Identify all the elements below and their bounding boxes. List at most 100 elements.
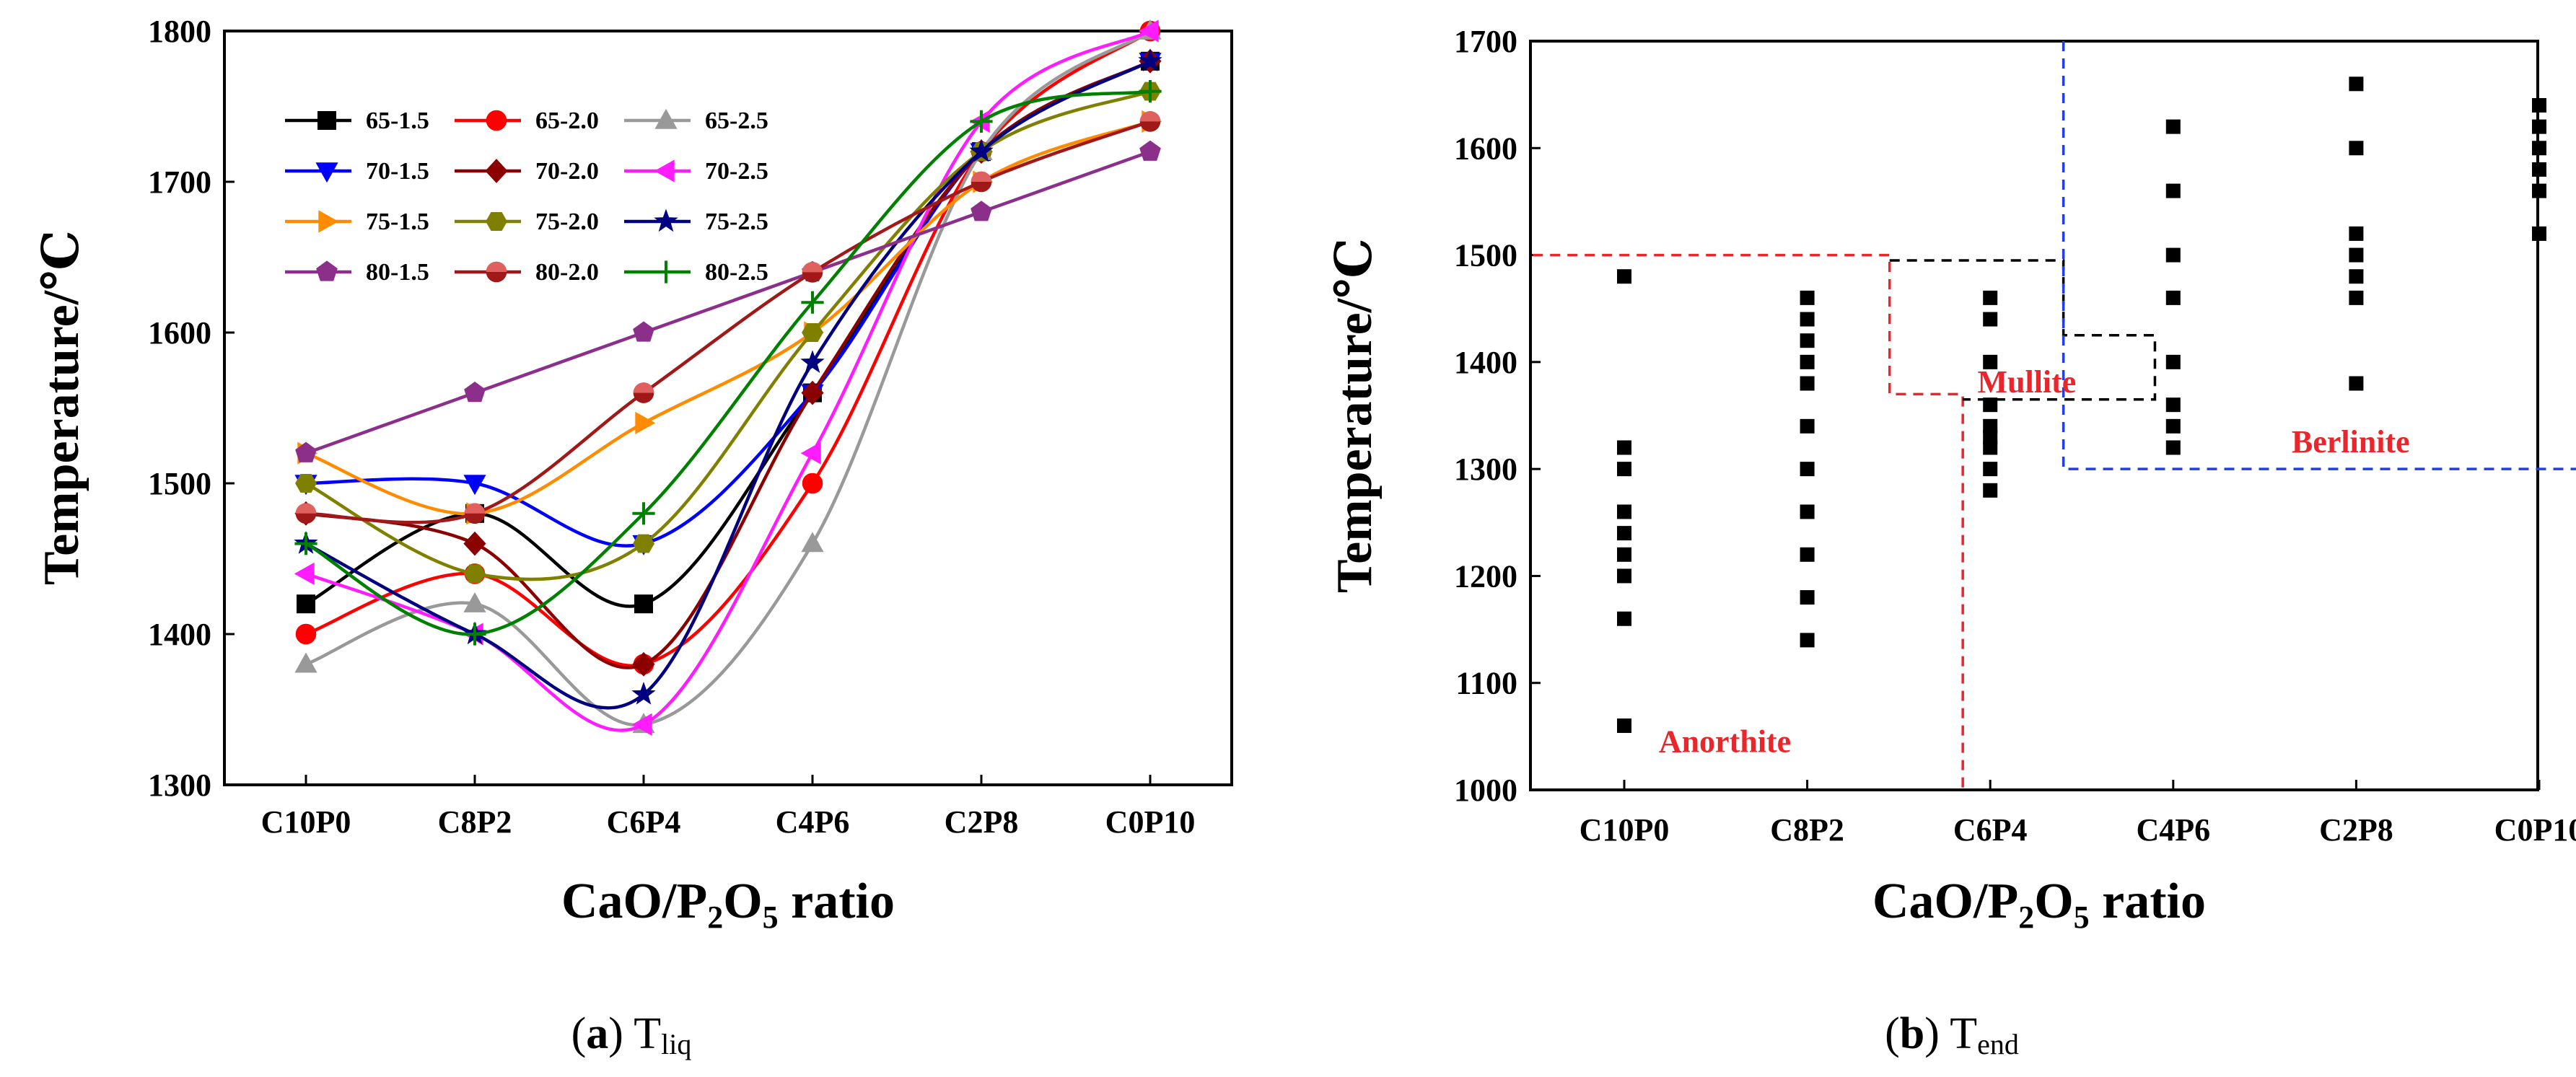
panel-a-y-axis-title: Temperature/℃ — [34, 230, 89, 585]
panel-b-x-axis-title: CaO/P2O5 ratio — [1872, 874, 2206, 935]
legend-label: 65-2.0 — [535, 107, 599, 134]
series-70-2-5-point — [631, 713, 652, 736]
scatter-point — [1983, 418, 1998, 434]
series-65-2-5-point — [294, 652, 317, 673]
series-80-2-0-point — [633, 382, 654, 403]
series-80-1-5-point — [1139, 140, 1161, 161]
series-80-2-5-point — [970, 110, 993, 133]
scatter-point — [2165, 183, 2181, 198]
series-65-2-0-point — [295, 623, 317, 645]
y-tick-label: 1100 — [1455, 666, 1517, 701]
scatter-point — [2349, 290, 2364, 305]
scatter-point — [2349, 269, 2364, 284]
boundary-blue — [2062, 41, 2576, 470]
panel-a-chart: 1300 1400 1500 1600 1700 1800 C10P0 C8P2 C6P4 C4… — [34, 14, 1233, 935]
x-tick-label: C2P8 — [945, 804, 1019, 840]
scatter-point — [1617, 568, 1631, 584]
panel-b-points — [1617, 76, 2546, 734]
axis-title-part: O — [2034, 874, 2073, 929]
legend-item-65-1-5: 65-1.5 — [285, 107, 429, 134]
series-75-2-0-point — [802, 323, 823, 342]
panel-a-series — [294, 19, 1162, 736]
legend-marker — [317, 111, 336, 130]
series-65-1-5-point — [297, 594, 315, 614]
scatter-point — [1617, 718, 1631, 734]
x-tick-label: C4P6 — [776, 804, 850, 840]
scatter-point — [2165, 397, 2181, 413]
caption-paren: ( — [1885, 1009, 1900, 1058]
scatter-point — [1617, 440, 1631, 455]
legend-label: 75-1.5 — [366, 208, 429, 235]
scatter-point — [1617, 269, 1631, 284]
series-75-1-5-point — [635, 411, 656, 434]
legend-item-80-2-0: 80-2.0 — [455, 259, 599, 286]
y-tick-label: 1400 — [1454, 345, 1517, 380]
scatter-point — [1800, 633, 1815, 648]
scatter-point — [1800, 376, 1815, 391]
scatter-point — [1800, 290, 1815, 305]
legend-label: 80-1.5 — [366, 259, 429, 286]
legend-item-65-2-0: 65-2.0 — [455, 107, 599, 134]
caption-main: T — [634, 1009, 661, 1058]
axis-title-part: ratio — [2090, 874, 2206, 929]
series-65-2-5-line — [305, 30, 1152, 727]
series-80-1-5-point — [295, 441, 317, 462]
scatter-point — [2532, 119, 2546, 134]
x-tick-label: C8P2 — [438, 804, 512, 840]
y-tick-label: 1700 — [1454, 24, 1517, 59]
series-80-2-0 — [295, 111, 1161, 524]
series-80-2-5-point — [1139, 80, 1162, 103]
series-70-2-0-point — [801, 380, 824, 405]
series-80-2-5 — [294, 80, 1162, 646]
scatter-point — [1617, 462, 1631, 477]
panel-a-x-ticks: C10P0 C8P2 C6P4 C4P6 C2P8 C0P10 — [261, 775, 1196, 840]
x-tick-label: C0P10 — [1105, 804, 1196, 840]
legend-item-65-2-5: 65-2.5 — [624, 107, 768, 134]
series-65-2-0-point — [802, 472, 823, 494]
legend-marker — [486, 110, 507, 131]
scatter-point — [2165, 247, 2181, 263]
legend-item-80-1-5: 80-1.5 — [285, 259, 429, 286]
legend-label: 65-2.5 — [705, 107, 768, 134]
legend-item-80-2-5: 80-2.5 — [624, 259, 768, 286]
scatter-point — [2165, 354, 2181, 369]
axis-title-part: CaO/P — [1872, 874, 2018, 929]
series-80-2-5-point — [294, 532, 317, 555]
scatter-point — [1983, 483, 1998, 498]
y-tick-label: 1700 — [148, 164, 211, 200]
series-80-1-5 — [295, 140, 1161, 462]
scatter-point — [1983, 462, 1998, 477]
caption-subscript: liq — [661, 1028, 691, 1060]
x-tick-label: C0P10 — [2494, 812, 2576, 848]
series-70-2-0-point — [463, 531, 486, 556]
legend-label: 75-2.0 — [535, 208, 599, 235]
legend-marker — [654, 208, 678, 232]
panel-b-y-axis-title: Temperature/℃ — [1327, 238, 1383, 593]
series-80-1-5-point — [971, 201, 992, 221]
x-tick-label: C8P2 — [1770, 812, 1844, 848]
series-80-1-5-line — [305, 150, 1151, 455]
series-80-2-0-point — [464, 503, 486, 524]
series-75-2-5-point — [1138, 48, 1162, 71]
series-65-1-5-point — [634, 594, 653, 614]
legend-marker — [654, 108, 678, 129]
legend-marker — [486, 212, 507, 231]
scatter-point — [2532, 141, 2546, 156]
scatter-point — [2165, 290, 2181, 305]
scatter-point — [2349, 247, 2364, 263]
scatter-point — [2349, 76, 2364, 92]
caption-main: T — [1950, 1009, 1977, 1058]
series-80-2-0-point — [1139, 111, 1161, 132]
legend-marker — [654, 260, 678, 283]
boundary-red — [1533, 253, 1964, 790]
x-tick-label: C10P0 — [261, 804, 351, 840]
scatter-point — [1617, 504, 1631, 519]
panel-a-plot-frame — [223, 30, 1233, 786]
axis-title-part: ratio — [779, 874, 895, 929]
series-80-2-0-point — [295, 503, 317, 524]
series-75-2-0-point — [295, 474, 317, 493]
series-70-2-5-point — [294, 562, 315, 585]
scatter-point — [1800, 547, 1815, 562]
caption-subscript: end — [1977, 1028, 2019, 1060]
